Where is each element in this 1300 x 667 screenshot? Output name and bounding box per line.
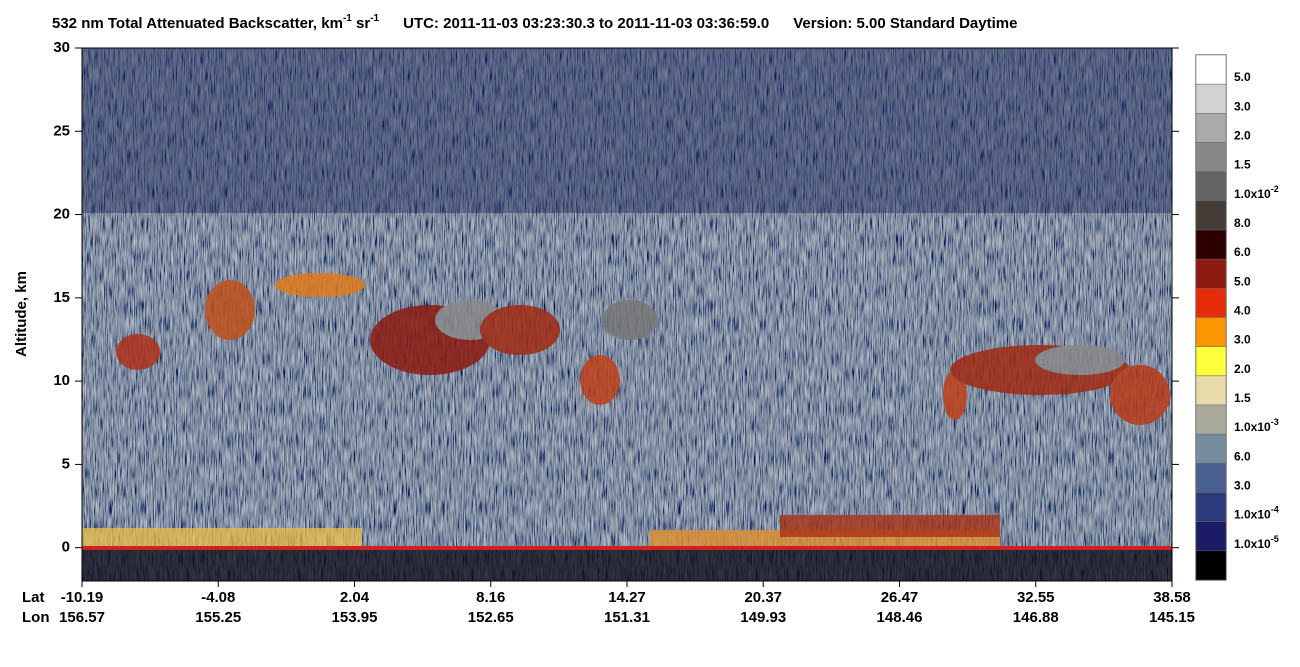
x-tick-label: 155.25: [195, 609, 241, 626]
x-tick-label: -4.08: [201, 589, 235, 606]
y-tick-label: 0: [62, 539, 70, 556]
x-tick-label: 145.15: [1149, 609, 1195, 626]
colorbar-label-base: 4.0: [1234, 304, 1251, 318]
clouds: [116, 273, 1170, 425]
colorbar-swatch: [1195, 200, 1227, 231]
y-tick-label: 25: [53, 122, 70, 139]
colorbar-swatch: [1195, 258, 1227, 289]
subsurface: [82, 550, 1172, 581]
colorbar-label-base: 6.0: [1234, 245, 1251, 259]
colorbar-label-base: 3.0: [1234, 100, 1251, 114]
upper-dark: [82, 48, 1172, 213]
colorbar-label: 1.0x10-2: [1234, 184, 1279, 201]
colorbar-swatch: [1195, 142, 1227, 172]
colorbar-swatch: [1195, 492, 1227, 522]
colorbar-label-base: 1.0x10: [1234, 508, 1271, 522]
x-row-label: Lat: [22, 589, 45, 606]
colorbar-label-base: 3.0: [1234, 333, 1251, 347]
x-tick-label: 38.58: [1153, 589, 1191, 606]
x-tick-label: 20.37: [744, 589, 782, 606]
colorbar-swatch: [1195, 404, 1227, 435]
y-tick-label: 5: [62, 455, 70, 472]
y-tick-label: 30: [53, 39, 70, 56]
x-tick-label: 2.04: [340, 589, 370, 606]
colorbar-label-base: 1.0x10: [1234, 420, 1271, 434]
x-tick-label: 32.55: [1017, 589, 1055, 606]
colorbar-label-exp: -3: [1271, 418, 1279, 428]
colorbar-label-base: 1.0x10: [1234, 537, 1271, 551]
colorbar-label: 3.0: [1234, 333, 1251, 347]
colorbar-label-base: 1.0x10: [1234, 187, 1271, 201]
colorbar-swatch: [1195, 54, 1227, 85]
boundary-layer: [82, 528, 362, 546]
colorbar-label: 3.0: [1234, 479, 1251, 493]
colorbar-label-base: 5.0: [1234, 70, 1251, 84]
colorbar-label: 1.5: [1234, 391, 1251, 405]
colorbar-label-base: 6.0: [1234, 450, 1251, 464]
colorbar-label-base: 2.0: [1234, 129, 1251, 143]
colorbar-swatch: [1195, 288, 1227, 318]
colorbar-label: 6.0: [1234, 450, 1251, 464]
colorbar-label-base: 1.5: [1234, 158, 1251, 172]
colorbar-swatch: [1195, 521, 1227, 552]
y-axis-label: Altitude, km: [13, 271, 30, 357]
colorbar-label: 5.0: [1234, 275, 1251, 289]
x-tick-label: 156.57: [59, 609, 105, 626]
y-tick-label: 15: [53, 289, 70, 306]
y-tick-label: 20: [53, 206, 70, 223]
colorbar-label-base: 8.0: [1234, 216, 1251, 230]
colorbar-label: 2.0: [1234, 362, 1251, 376]
colorbar-label: 6.0: [1234, 245, 1251, 259]
x-tick-label: 153.95: [332, 609, 378, 626]
x-tick-label: -10.19: [61, 589, 104, 606]
curtain-image: [82, 48, 1172, 581]
colorbar-label-base: 5.0: [1234, 275, 1251, 289]
colorbar-swatch: [1195, 229, 1227, 260]
colorbar-swatch: [1195, 375, 1227, 406]
colorbar-swatch: [1195, 113, 1227, 143]
colorbar-label-base: 3.0: [1234, 479, 1251, 493]
surface: [82, 546, 1172, 550]
x-tick-label: 146.88: [1013, 609, 1059, 626]
colorbar-swatch: [1195, 83, 1227, 114]
x-tick-label: 151.31: [604, 609, 650, 626]
x-tick-label: 14.27: [608, 589, 646, 606]
x-tick-label: 148.46: [877, 609, 923, 626]
colorbar-swatch: [1195, 317, 1227, 347]
x-row-label: Lon: [22, 609, 50, 626]
colorbar-swatch: [1195, 171, 1227, 202]
colorbar-label: 4.0: [1234, 304, 1251, 318]
x-tick-label: 26.47: [881, 589, 919, 606]
colorbar-label: 8.0: [1234, 216, 1251, 230]
colorbar-swatch: [1195, 433, 1227, 464]
colorbar-label-exp: -4: [1271, 505, 1279, 515]
x-tick-label: 8.16: [476, 589, 505, 606]
colorbar-label: 1.5: [1234, 158, 1251, 172]
colorbar-label-exp: -5: [1271, 534, 1279, 544]
colorbar-label-base: 1.5: [1234, 391, 1251, 405]
colorbar-label: 5.0: [1234, 70, 1251, 84]
chart-title: 532 nm Total Attenuated Backscatter, km-…: [52, 13, 1017, 32]
colorbar-swatch: [1195, 463, 1227, 493]
colorbar-label-base: 2.0: [1234, 362, 1251, 376]
colorbar-label: 1.0x10-5: [1234, 534, 1279, 551]
y-tick-label: 10: [53, 372, 70, 389]
boundary-layer: [780, 515, 1000, 537]
colorbar-swatch: [1195, 550, 1227, 581]
colorbar-label: 3.0: [1234, 100, 1251, 114]
colorbar-label-exp: -2: [1271, 184, 1279, 194]
colorbar-swatch: [1195, 346, 1227, 377]
colorbar-label: 1.0x10-3: [1234, 418, 1279, 435]
colorbar-label: 1.0x10-4: [1234, 505, 1279, 522]
x-tick-label: 149.93: [740, 609, 786, 626]
x-tick-label: 152.65: [468, 609, 514, 626]
colorbar-label: 2.0: [1234, 129, 1251, 143]
